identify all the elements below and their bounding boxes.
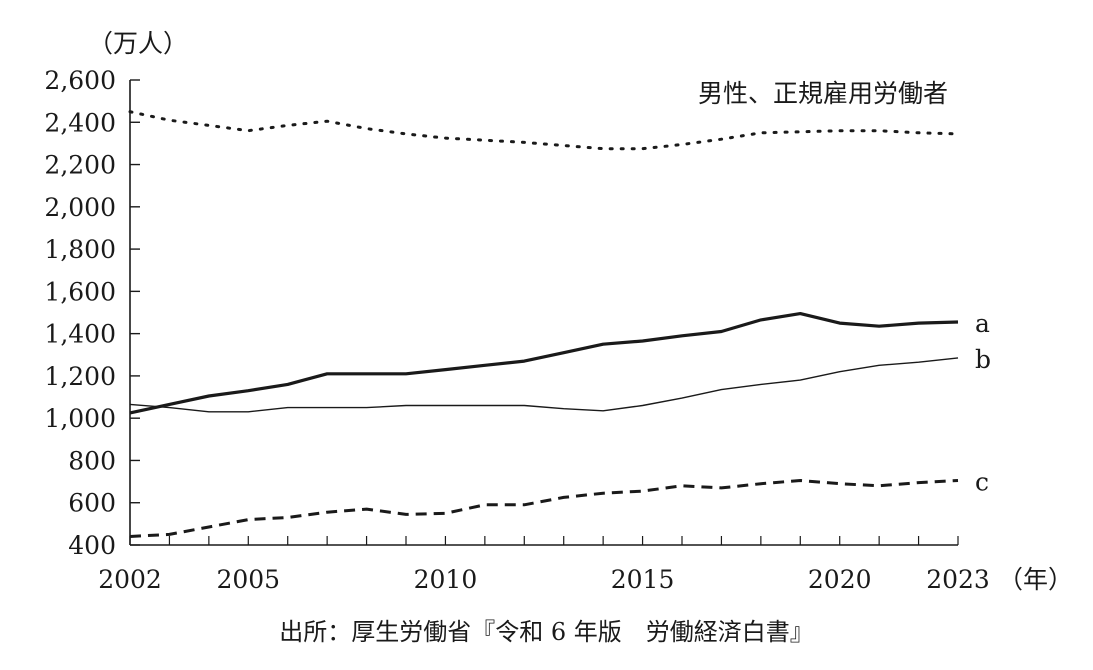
y-tick-label: 400 — [68, 531, 116, 560]
x-tick-label: 2020 — [808, 565, 872, 594]
x-tick-label: 2023 — [926, 565, 990, 594]
series-line-b — [129, 357, 959, 413]
labels-layer: 400 600 800 1,000 1,200 1,400 1,600 1,800 2,000 2… — [44, 29, 1073, 594]
axes — [129, 79, 959, 546]
y-tick-label: 2,400 — [44, 108, 116, 137]
y-tick-label: 800 — [68, 446, 116, 475]
x-unit-label: （年） — [998, 565, 1073, 594]
y-tick-label: 1,400 — [44, 320, 116, 349]
x-tick-label: 2015 — [611, 565, 675, 594]
y-tick-label: 1,000 — [44, 404, 116, 433]
y-tick-label: 1,600 — [44, 277, 116, 306]
y-tick-label: 2,600 — [44, 66, 116, 95]
x-tick-label: 2005 — [216, 565, 280, 594]
series-line-dotted — [128, 110, 960, 151]
series-label-a: a — [975, 309, 990, 338]
series-annotation: 男性、正規雇用労働者 — [698, 79, 948, 108]
series-label-c: c — [975, 468, 989, 497]
y-tick-label: 600 — [68, 489, 116, 518]
x-tick-label: 2010 — [414, 565, 478, 594]
series-line-c — [129, 479, 959, 538]
y-tick-label: 1,800 — [44, 235, 116, 264]
x-tick-label: 2002 — [98, 565, 162, 594]
source-note: 出所：厚生労働省『令和 6 年版 労働経済白書』 — [279, 618, 814, 646]
y-tick-label: 2,200 — [44, 151, 116, 180]
series-line-a — [129, 312, 959, 415]
y-tick-label: 1,200 — [44, 362, 116, 391]
series-label-b: b — [975, 345, 991, 374]
series-layer — [128, 110, 960, 538]
y-tick-label: 2,000 — [44, 193, 116, 222]
y-unit-label: （万人） — [88, 29, 188, 58]
